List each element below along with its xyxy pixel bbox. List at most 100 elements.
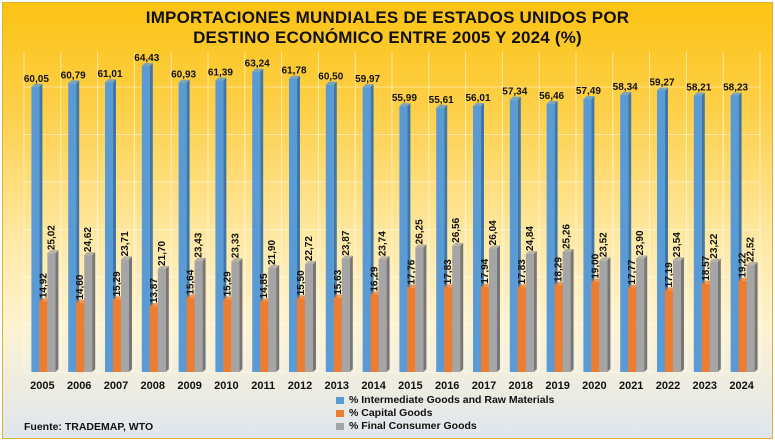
bar-top-consumer — [746, 262, 758, 266]
bar-top-consumer — [268, 264, 280, 268]
bar-consumer — [489, 248, 497, 372]
bar-consumer — [673, 260, 681, 372]
bar-side-consumer — [754, 262, 758, 372]
bar-consumer — [84, 255, 93, 372]
bar-capital — [149, 306, 158, 372]
bar-capital — [186, 297, 195, 372]
data-label-intermediate: 64,43 — [134, 53, 159, 64]
bar-consumer — [47, 253, 56, 372]
source-note: Fuente: TRADEMAP, WTO — [24, 421, 154, 433]
bar-top-intermediate — [215, 77, 227, 81]
data-label-capital: 15,29 — [112, 271, 123, 296]
bar-intermediate — [105, 82, 113, 373]
data-label-capital: 17,94 — [480, 258, 491, 283]
legend-item-intermediate: % Intermediate Goods and Raw Materials — [336, 394, 554, 407]
bar-top-intermediate — [509, 96, 521, 100]
bar-intermediate — [657, 90, 665, 373]
data-label-intermediate: 60,93 — [171, 70, 196, 81]
data-label-intermediate: 63,24 — [245, 59, 270, 70]
bar-consumer — [157, 268, 166, 372]
bar-consumer — [746, 265, 755, 372]
data-label-capital: 17,19 — [664, 262, 675, 287]
x-tick-label: 2011 — [251, 380, 275, 392]
bar-intermediate — [509, 99, 518, 372]
legend-label-consumer: % Final Consumer Goods — [349, 420, 477, 432]
chart-legend: % Intermediate Goods and Raw Materials %… — [336, 394, 554, 433]
data-label-intermediate: 58,23 — [723, 82, 748, 93]
legend-swatch-capital — [336, 410, 344, 417]
x-tick-label: 2024 — [729, 380, 754, 392]
bar-top-intermediate — [325, 81, 337, 85]
bar-top-intermediate — [178, 79, 190, 83]
data-label-capital: 18,29 — [554, 257, 565, 282]
data-label-capital: 14,60 — [75, 274, 86, 299]
bar-capital — [113, 299, 121, 372]
bar-consumer — [194, 260, 203, 372]
bar-consumer — [121, 259, 129, 372]
bar-top-intermediate — [289, 75, 300, 79]
bar-capital — [628, 287, 637, 372]
data-label-intermediate: 61,39 — [208, 67, 233, 78]
data-label-consumer: 23,74 — [378, 231, 389, 256]
bar-capital — [297, 298, 305, 372]
bar-side-consumer — [423, 244, 427, 372]
bar-intermediate — [546, 103, 555, 373]
bar-intermediate — [583, 98, 592, 372]
bar-intermediate — [31, 86, 40, 372]
bar-capital — [370, 294, 379, 372]
bar-top-intermediate — [730, 92, 742, 96]
data-label-intermediate: 59,27 — [649, 78, 674, 89]
data-label-capital: 18,57 — [701, 255, 712, 280]
x-tick-label: 2012 — [288, 380, 312, 392]
x-tick-label: 2017 — [472, 380, 496, 392]
data-label-intermediate: 58,21 — [686, 83, 711, 94]
x-tick-label: 2013 — [325, 380, 349, 392]
data-label-consumer: 23,33 — [230, 233, 241, 258]
bar-capital — [481, 286, 489, 372]
bar-intermediate — [68, 83, 77, 372]
bar-intermediate — [436, 107, 445, 372]
bar-top-intermediate — [473, 102, 484, 106]
legend-item-capital: % Capital Goods — [336, 407, 554, 420]
x-tick-label: 2008 — [141, 380, 165, 392]
data-label-consumer: 25,02 — [46, 225, 57, 250]
x-tick-label: 2007 — [104, 380, 128, 392]
bar-side-intermediate — [149, 63, 153, 372]
bar-capital — [76, 302, 85, 372]
data-label-intermediate: 60,05 — [24, 74, 49, 85]
data-label-consumer: 21,90 — [267, 240, 278, 265]
data-label-capital: 15,50 — [296, 270, 307, 295]
bar-consumer — [305, 264, 313, 372]
bar-top-consumer — [673, 257, 684, 261]
bar-top-intermediate — [105, 79, 116, 83]
x-tick-label: 2023 — [693, 380, 717, 392]
bar-side-consumer — [55, 250, 59, 372]
x-tick-label: 2006 — [67, 380, 91, 392]
legend-label-intermediate: % Intermediate Goods and Raw Materials — [349, 394, 555, 406]
bar-intermediate — [141, 66, 150, 372]
bar-capital — [517, 287, 526, 372]
data-label-capital: 17,83 — [443, 259, 454, 284]
data-label-intermediate: 56,46 — [539, 91, 564, 102]
bar-intermediate — [362, 87, 371, 372]
bar-side-consumer — [717, 258, 721, 372]
data-label-intermediate: 58,34 — [613, 82, 638, 93]
bar-consumer — [525, 254, 534, 372]
bar-capital — [738, 280, 747, 372]
data-label-consumer: 26,25 — [414, 219, 425, 244]
x-tick-label: 2009 — [177, 380, 201, 392]
bar-capital — [554, 285, 563, 372]
x-tick-label: 2021 — [619, 380, 643, 392]
bar-side-consumer — [607, 257, 611, 372]
bar-top-consumer — [305, 261, 316, 265]
data-label-capital: 15,64 — [186, 269, 197, 294]
bar-top-intermediate — [399, 103, 411, 107]
bar-intermediate — [473, 105, 481, 373]
bar-top-consumer — [489, 245, 500, 249]
bar-top-consumer — [231, 258, 243, 262]
bar-capital — [444, 287, 453, 372]
chart-title-line-1: IMPORTACIONES MUNDIALES DE ESTADOS UNIDO… — [145, 8, 630, 27]
bar-top-intermediate — [252, 68, 264, 72]
bar-top-consumer — [525, 251, 537, 255]
